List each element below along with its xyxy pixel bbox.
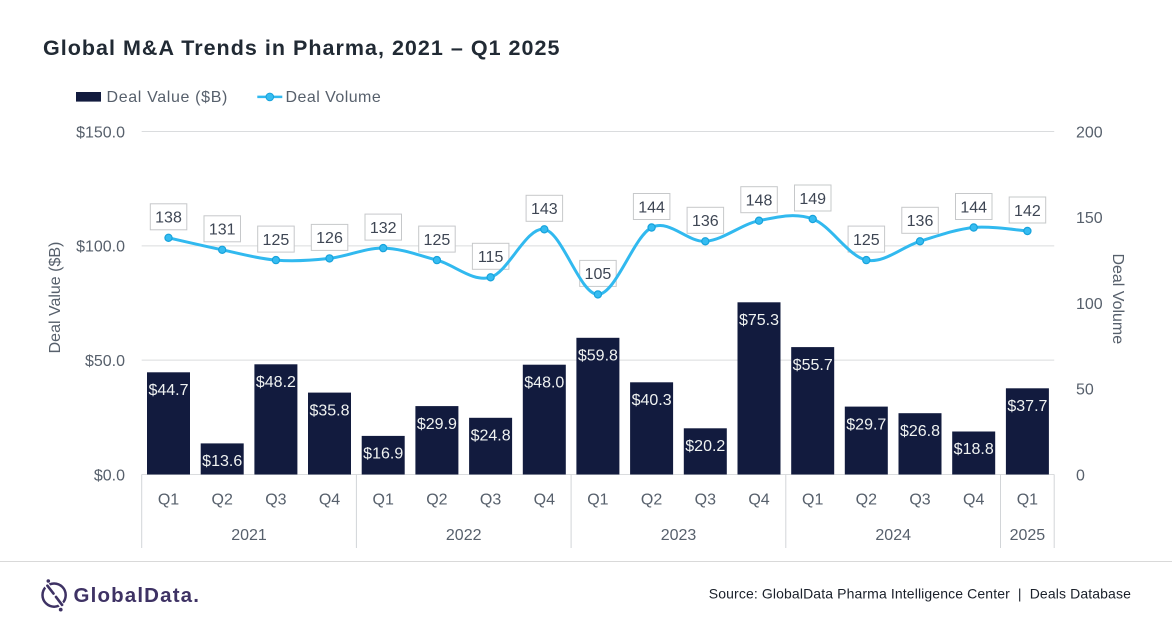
svg-text:2022: 2022 [446, 527, 482, 544]
svg-text:$50.0: $50.0 [85, 353, 125, 370]
svg-text:Q3: Q3 [480, 491, 501, 508]
svg-text:2025: 2025 [1010, 527, 1046, 544]
svg-text:$29.9: $29.9 [417, 416, 457, 433]
svg-text:136: 136 [692, 213, 719, 230]
svg-text:Q4: Q4 [748, 491, 769, 508]
svg-text:$150.0: $150.0 [76, 124, 125, 141]
svg-text:$40.3: $40.3 [632, 392, 672, 409]
svg-text:2023: 2023 [661, 527, 697, 544]
svg-text:$37.7: $37.7 [1007, 398, 1047, 415]
svg-text:GlobalData.: GlobalData. [74, 584, 201, 607]
svg-text:Q4: Q4 [534, 491, 555, 508]
svg-text:$13.6: $13.6 [202, 453, 242, 470]
svg-text:144: 144 [960, 199, 987, 216]
svg-text:100: 100 [1076, 296, 1103, 313]
svg-text:138: 138 [155, 210, 182, 227]
svg-text:Global M&A Trends in Pharma, 2: Global M&A Trends in Pharma, 2021 – Q1 2… [43, 36, 560, 60]
svg-text:143: 143 [531, 201, 558, 218]
svg-text:200: 200 [1076, 124, 1103, 141]
svg-text:125: 125 [424, 232, 451, 249]
svg-text:$26.8: $26.8 [900, 423, 940, 440]
svg-text:$48.0: $48.0 [524, 374, 564, 391]
svg-text:Q4: Q4 [963, 491, 984, 508]
svg-text:$100.0: $100.0 [76, 239, 125, 256]
svg-text:$24.8: $24.8 [471, 428, 511, 445]
svg-text:$29.7: $29.7 [846, 416, 886, 433]
svg-text:Q1: Q1 [802, 491, 823, 508]
svg-text:149: 149 [799, 191, 826, 208]
svg-text:Deal Value ($B): Deal Value ($B) [107, 89, 229, 106]
svg-text:Deal Volume: Deal Volume [286, 89, 382, 106]
svg-text:105: 105 [585, 266, 612, 283]
svg-text:Q4: Q4 [319, 491, 340, 508]
svg-text:Q2: Q2 [426, 491, 447, 508]
svg-text:Q3: Q3 [695, 491, 716, 508]
svg-text:Q2: Q2 [856, 491, 877, 508]
svg-text:$18.8: $18.8 [954, 441, 994, 458]
svg-text:Q1: Q1 [1017, 491, 1038, 508]
svg-text:Q1: Q1 [587, 491, 608, 508]
svg-text:150: 150 [1076, 210, 1103, 227]
svg-text:Source: GlobalData Pharma Inte: Source: GlobalData Pharma Intelligence C… [709, 586, 1131, 602]
svg-text:Q2: Q2 [641, 491, 662, 508]
svg-text:Q3: Q3 [265, 491, 286, 508]
svg-text:Q1: Q1 [373, 491, 394, 508]
svg-text:136: 136 [907, 213, 934, 230]
svg-text:$48.2: $48.2 [256, 374, 296, 391]
svg-text:125: 125 [263, 232, 290, 249]
svg-text:Q3: Q3 [909, 491, 930, 508]
svg-text:Deal Volume: Deal Volume [1109, 253, 1126, 344]
svg-text:131: 131 [209, 222, 236, 239]
svg-text:125: 125 [853, 232, 880, 249]
svg-text:$75.3: $75.3 [739, 312, 779, 329]
svg-text:115: 115 [478, 249, 504, 266]
svg-text:Q2: Q2 [212, 491, 233, 508]
svg-text:$55.7: $55.7 [793, 357, 833, 374]
svg-text:0: 0 [1076, 467, 1085, 484]
svg-text:2024: 2024 [875, 527, 911, 544]
svg-text:$16.9: $16.9 [363, 446, 403, 463]
svg-text:2021: 2021 [231, 527, 267, 544]
svg-text:126: 126 [316, 230, 343, 247]
svg-text:148: 148 [746, 193, 773, 210]
svg-text:$59.8: $59.8 [578, 348, 618, 365]
svg-text:Q1: Q1 [158, 491, 179, 508]
svg-text:132: 132 [370, 220, 397, 237]
svg-text:Deal Value ($B): Deal Value ($B) [47, 242, 64, 354]
svg-text:$35.8: $35.8 [309, 402, 349, 419]
svg-text:$44.7: $44.7 [148, 382, 188, 399]
svg-text:144: 144 [638, 199, 665, 216]
svg-text:$20.2: $20.2 [685, 438, 725, 455]
svg-text:142: 142 [1014, 203, 1041, 220]
svg-text:$0.0: $0.0 [94, 467, 125, 484]
svg-text:50: 50 [1076, 382, 1094, 399]
